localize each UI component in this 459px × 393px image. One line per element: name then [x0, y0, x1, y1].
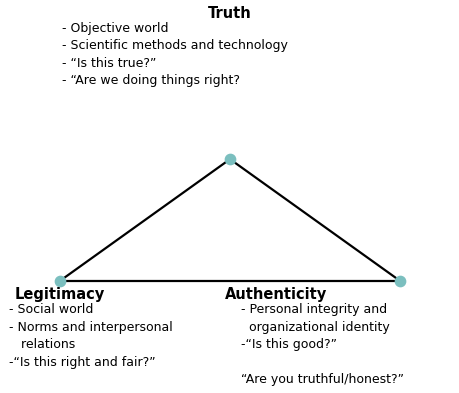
Text: Legitimacy: Legitimacy	[15, 287, 105, 302]
Text: - Social world
- Norms and interpersonal
   relations
-“Is this right and fair?”: - Social world - Norms and interpersonal…	[9, 303, 173, 369]
Point	[56, 278, 63, 284]
Point	[226, 156, 233, 162]
Text: - Objective world
- Scientific methods and technology
- “Is this true?”
- “Are w: - Objective world - Scientific methods a…	[62, 22, 287, 87]
Point	[396, 278, 403, 284]
Text: - Personal integrity and
  organizational identity
-“Is this good?”

“Are you tr: - Personal integrity and organizational …	[241, 303, 403, 386]
Text: Authenticity: Authenticity	[224, 287, 326, 302]
Text: Truth: Truth	[207, 6, 252, 21]
